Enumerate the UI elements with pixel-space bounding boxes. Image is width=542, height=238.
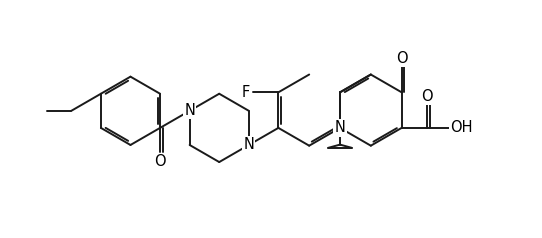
Text: OH: OH xyxy=(450,120,473,135)
Text: N: N xyxy=(334,120,345,135)
Text: O: O xyxy=(154,154,166,169)
Text: N: N xyxy=(243,138,254,153)
Text: N: N xyxy=(243,138,254,153)
Text: N: N xyxy=(184,103,195,118)
Text: F: F xyxy=(242,85,250,100)
Text: O: O xyxy=(396,51,408,66)
Text: O: O xyxy=(422,89,433,104)
